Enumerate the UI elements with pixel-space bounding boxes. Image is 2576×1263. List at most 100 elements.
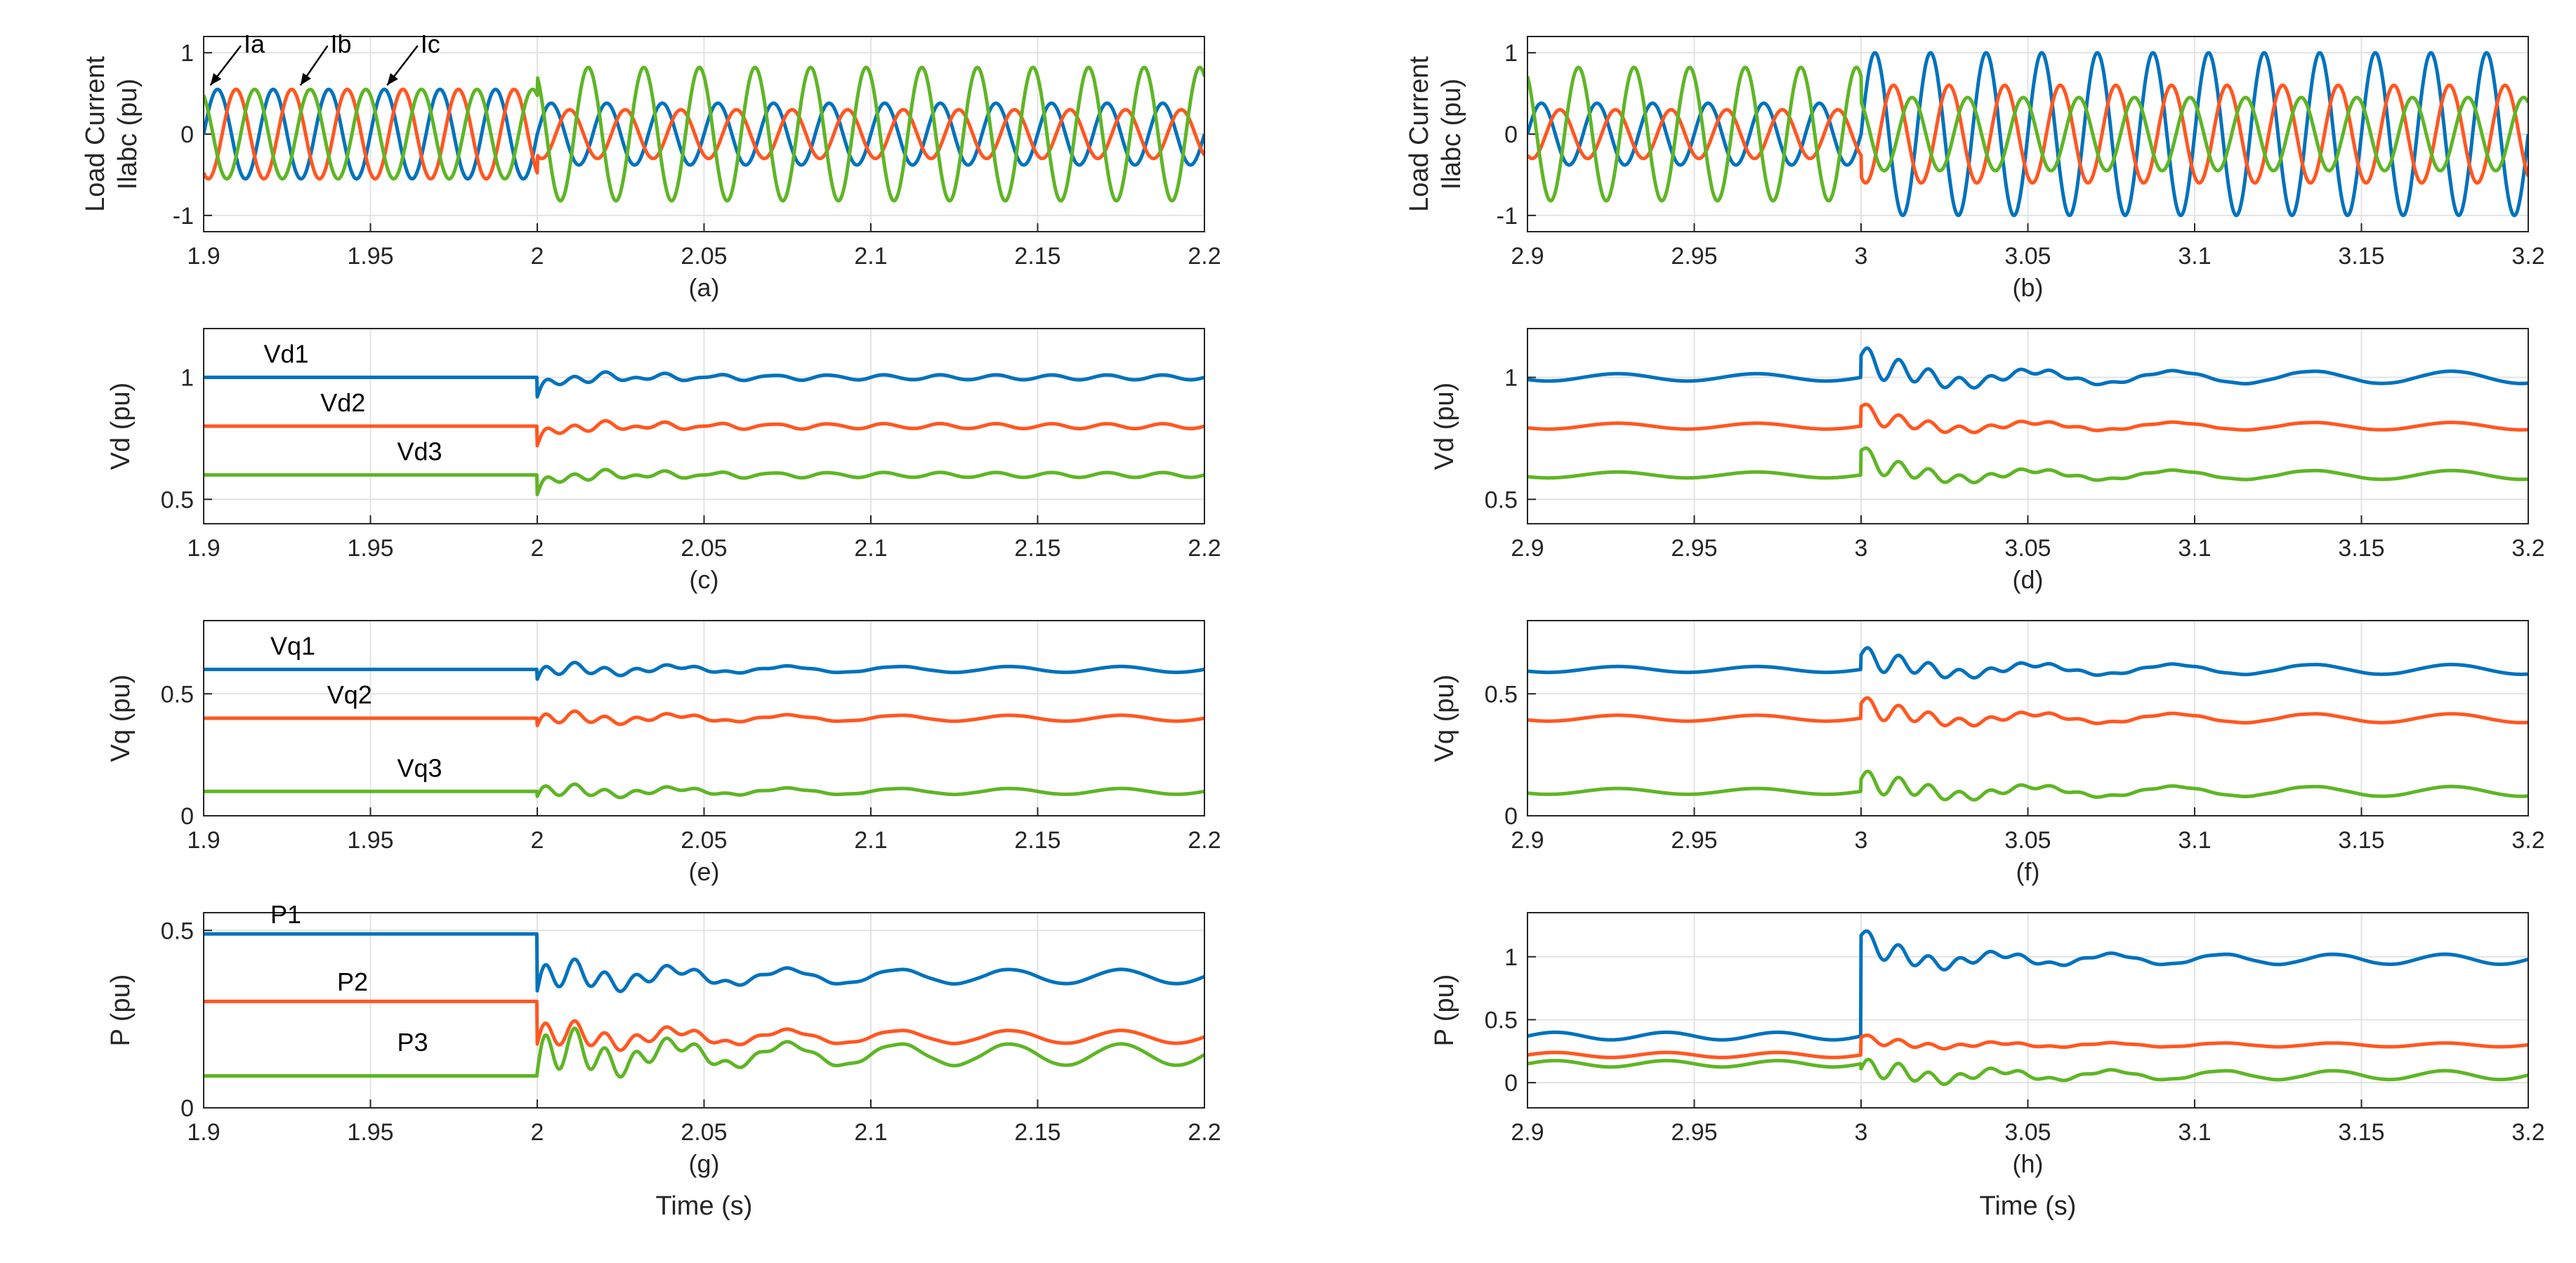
y-tick-label: 0: [180, 803, 194, 830]
annotation-ic: Ic: [421, 29, 440, 58]
x-tick-label: 2.9: [1511, 535, 1544, 562]
annotation-vd2: Vd2: [320, 388, 365, 417]
y-tick-label: 1: [1504, 365, 1518, 392]
series-line-p2: [1527, 1033, 2528, 1059]
axes-frame: [203, 36, 1205, 232]
series-line-vd1: [1527, 346, 2528, 390]
annotation-arrowhead: [210, 73, 222, 86]
x-tick-label: 3: [1855, 243, 1868, 270]
x-tick-label: 2.15: [1014, 827, 1060, 854]
y-axis-label-line2: Ilabc (pu): [1437, 79, 1466, 190]
subplot-h: 2.9 2.95 3 3.05 3.1 3.15 3.2 0 0.5 1 P (pu) (h) Time…: [1430, 912, 2545, 1221]
y-axis-label: P (pu): [106, 974, 136, 1047]
subplot-caption: (a): [689, 273, 720, 302]
x-tick-label: 1.9: [187, 827, 220, 854]
series-line-p3: [204, 1026, 1204, 1079]
x-tick-label: 3.15: [2338, 1119, 2384, 1146]
x-tick-label: 3.15: [2338, 535, 2384, 562]
axes-frame: [1527, 912, 2529, 1109]
x-tick-label: 1.95: [347, 243, 393, 270]
y-axis-label-line2: Ilabc (pu): [113, 79, 143, 190]
x-tick-label: 2.05: [681, 827, 727, 854]
y-tick-label: 1: [1504, 40, 1518, 67]
subplot-b: 2.9 2.95 3 3.05 3.1 3.15 3.2 -1 0 1 Load Current Il…: [1405, 36, 2545, 302]
x-tick-label: 2.2: [1188, 827, 1221, 854]
series-line-vq1: [204, 661, 1204, 681]
x-tick-label: 2.05: [681, 243, 727, 270]
x-tick-label: 3.05: [2004, 243, 2051, 270]
x-tick-label: 2.05: [681, 1119, 727, 1146]
series-line-vq3: [1527, 769, 2528, 802]
x-tick-label: 3.2: [2511, 243, 2544, 270]
y-tick-label: 0: [1504, 1070, 1518, 1097]
x-tick-label: 2.1: [854, 243, 887, 270]
series-line-p3: [1527, 1057, 2528, 1086]
x-tick-label: 3.2: [2511, 827, 2544, 854]
series-line-vd3: [1527, 446, 2528, 484]
series-line-vd3: [204, 468, 1204, 496]
x-tick-label: 2: [531, 243, 544, 270]
x-tick-label: 2.2: [1188, 1119, 1221, 1146]
x-tick-label: 2.1: [854, 827, 887, 854]
series-line-vq3: [204, 782, 1204, 800]
subplot-caption: (c): [690, 565, 719, 594]
y-axis-label: Vd (pu): [1430, 383, 1459, 470]
axes-frame: [203, 912, 1205, 1109]
subplot-caption: (e): [689, 857, 720, 886]
subplot-caption: (h): [2013, 1149, 2044, 1178]
y-axis-label: P (pu): [1430, 974, 1459, 1047]
x-tick-label: 2.9: [1511, 1119, 1544, 1146]
y-tick-label: 0.5: [1485, 1007, 1518, 1033]
y-tick-label: 0: [1504, 803, 1518, 830]
series-line-vq1: [1527, 646, 2528, 680]
annotation-arrowhead: [387, 73, 398, 86]
y-tick-label: -1: [1497, 203, 1518, 230]
x-tick-label: 2: [531, 535, 544, 562]
annotation-ia: Ia: [244, 29, 265, 58]
x-tick-label: 2.95: [1671, 1119, 1717, 1146]
y-tick-label: 0: [1504, 121, 1518, 148]
x-tick-label: 3.15: [2338, 243, 2384, 270]
annotation-p1: P1: [270, 900, 301, 929]
annotation-vq3: Vq3: [397, 753, 442, 782]
x-tick-label: 3.05: [2004, 827, 2051, 854]
y-tick-label: 0.5: [1485, 487, 1518, 513]
series-line-vd1: [204, 370, 1204, 399]
y-tick-label: 0: [180, 121, 194, 148]
x-tick-label: 1.95: [347, 827, 393, 854]
series-line-p2: [204, 999, 1204, 1052]
x-axis-label: Time (s): [1980, 1191, 2077, 1221]
x-tick-label: 3: [1855, 827, 1868, 854]
x-tick-label: 2.1: [854, 535, 887, 562]
axes-frame: [1527, 620, 2529, 816]
x-tick-label: 3.1: [2178, 1119, 2211, 1146]
x-tick-label: 1.9: [187, 1119, 220, 1146]
y-tick-label: 0.5: [161, 918, 194, 944]
series-line-vq2: [204, 709, 1204, 727]
x-tick-label: 1.9: [187, 243, 220, 270]
series-line-p1: [1527, 929, 2528, 1042]
y-tick-label: 0: [180, 1095, 194, 1122]
x-axis-label: Time (s): [656, 1191, 753, 1221]
y-axis-label-line1: Load Current: [1405, 56, 1434, 212]
series-line-ia: [204, 87, 1204, 181]
annotation-vd3: Vd3: [397, 437, 442, 466]
x-tick-label: 2.95: [1671, 827, 1717, 854]
x-tick-label: 3.05: [2004, 1119, 2051, 1146]
subplot-a: 1.9 1.95 2 2.05 2.1 2.15 2.2 -1 0 1 Ia Ib Ic Load Cur…: [81, 29, 1221, 302]
subplot-caption: (d): [2013, 565, 2044, 594]
annotation-vd1: Vd1: [264, 340, 309, 369]
axes-frame: [1527, 36, 2529, 232]
y-axis-label: Vq (pu): [106, 675, 136, 762]
x-tick-label: 3.05: [2004, 535, 2051, 562]
x-tick-label: 1.9: [187, 535, 220, 562]
x-tick-label: 2.15: [1014, 535, 1060, 562]
x-tick-label: 3.1: [2178, 243, 2211, 270]
x-tick-label: 2.2: [1188, 535, 1221, 562]
y-axis-label-line1: Load Current: [81, 56, 110, 212]
series-line-ic: [1527, 65, 2528, 203]
series-line-ib: [1527, 84, 2528, 185]
x-tick-label: 2.9: [1511, 827, 1544, 854]
series-line-ic: [204, 65, 1204, 203]
